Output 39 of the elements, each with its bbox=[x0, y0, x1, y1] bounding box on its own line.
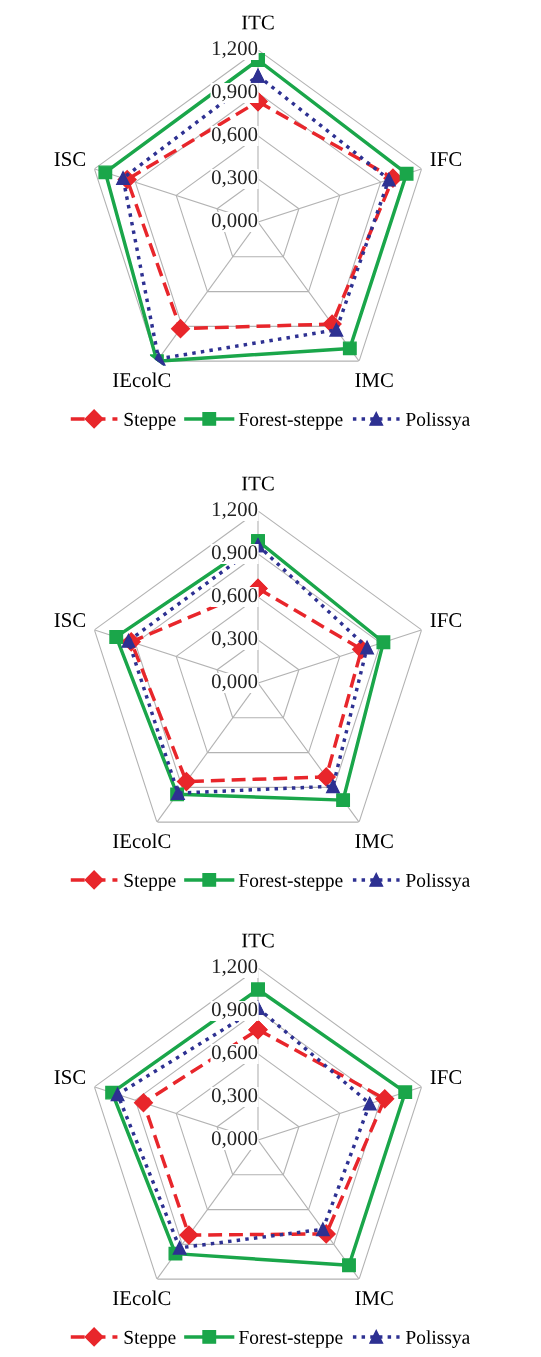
spoke-label: ITC bbox=[241, 933, 274, 948]
y-tick-label: 0,000 bbox=[211, 1131, 258, 1149]
spoke-label: ISC bbox=[54, 613, 86, 628]
y-tick-label: 0,600 bbox=[211, 127, 258, 145]
spoke-label: IFC bbox=[430, 152, 462, 167]
spoke-label: ITC bbox=[241, 476, 274, 491]
spoke-label: IFC bbox=[430, 1070, 462, 1085]
legend-label: Polissya bbox=[405, 412, 470, 430]
legend-label: Forest-steppe bbox=[238, 873, 343, 891]
y-tick-label: 0,300 bbox=[211, 631, 258, 649]
y-tick-label: 0,900 bbox=[211, 545, 258, 563]
y-tick-label: 0,300 bbox=[211, 1088, 258, 1106]
y-tick-label: 1,200 bbox=[212, 41, 258, 59]
legend-label: Steppe bbox=[124, 873, 176, 891]
legend-label: Polissya bbox=[405, 873, 470, 891]
spoke-label: IFC bbox=[430, 613, 462, 628]
y-tick-label: 0,600 bbox=[211, 1045, 258, 1063]
spoke-label: ISC bbox=[54, 1070, 86, 1085]
y-tick-label: 1,200 bbox=[212, 502, 258, 520]
spoke-label: IMC bbox=[355, 1291, 393, 1306]
spoke-label: ISC bbox=[54, 152, 86, 167]
y-tick-label: 0,000 bbox=[211, 213, 258, 231]
spoke-label: ITC bbox=[241, 15, 274, 30]
spoke-label: IEcolC bbox=[113, 372, 171, 388]
legend-label: Steppe bbox=[124, 412, 176, 430]
spoke-label: IEcolC bbox=[113, 1290, 171, 1306]
legend-label: Polissya bbox=[405, 1330, 470, 1348]
y-tick-label: 0,600 bbox=[211, 588, 258, 606]
y-tick-label: 0,900 bbox=[211, 1002, 258, 1020]
legend-label: Forest-steppe bbox=[238, 1330, 343, 1348]
y-tick-label: 0,300 bbox=[211, 170, 258, 188]
legend-label: Forest-steppe bbox=[238, 412, 343, 430]
spoke-label: IEcolC bbox=[113, 833, 171, 849]
y-tick-label: 1,200 bbox=[212, 959, 258, 977]
spoke-label: IMC bbox=[355, 834, 393, 849]
legend-label: Steppe bbox=[124, 1330, 176, 1348]
y-tick-label: 0,000 bbox=[211, 674, 258, 692]
y-tick-label: 0,900 bbox=[211, 84, 258, 102]
spoke-label: IMC bbox=[355, 373, 393, 388]
